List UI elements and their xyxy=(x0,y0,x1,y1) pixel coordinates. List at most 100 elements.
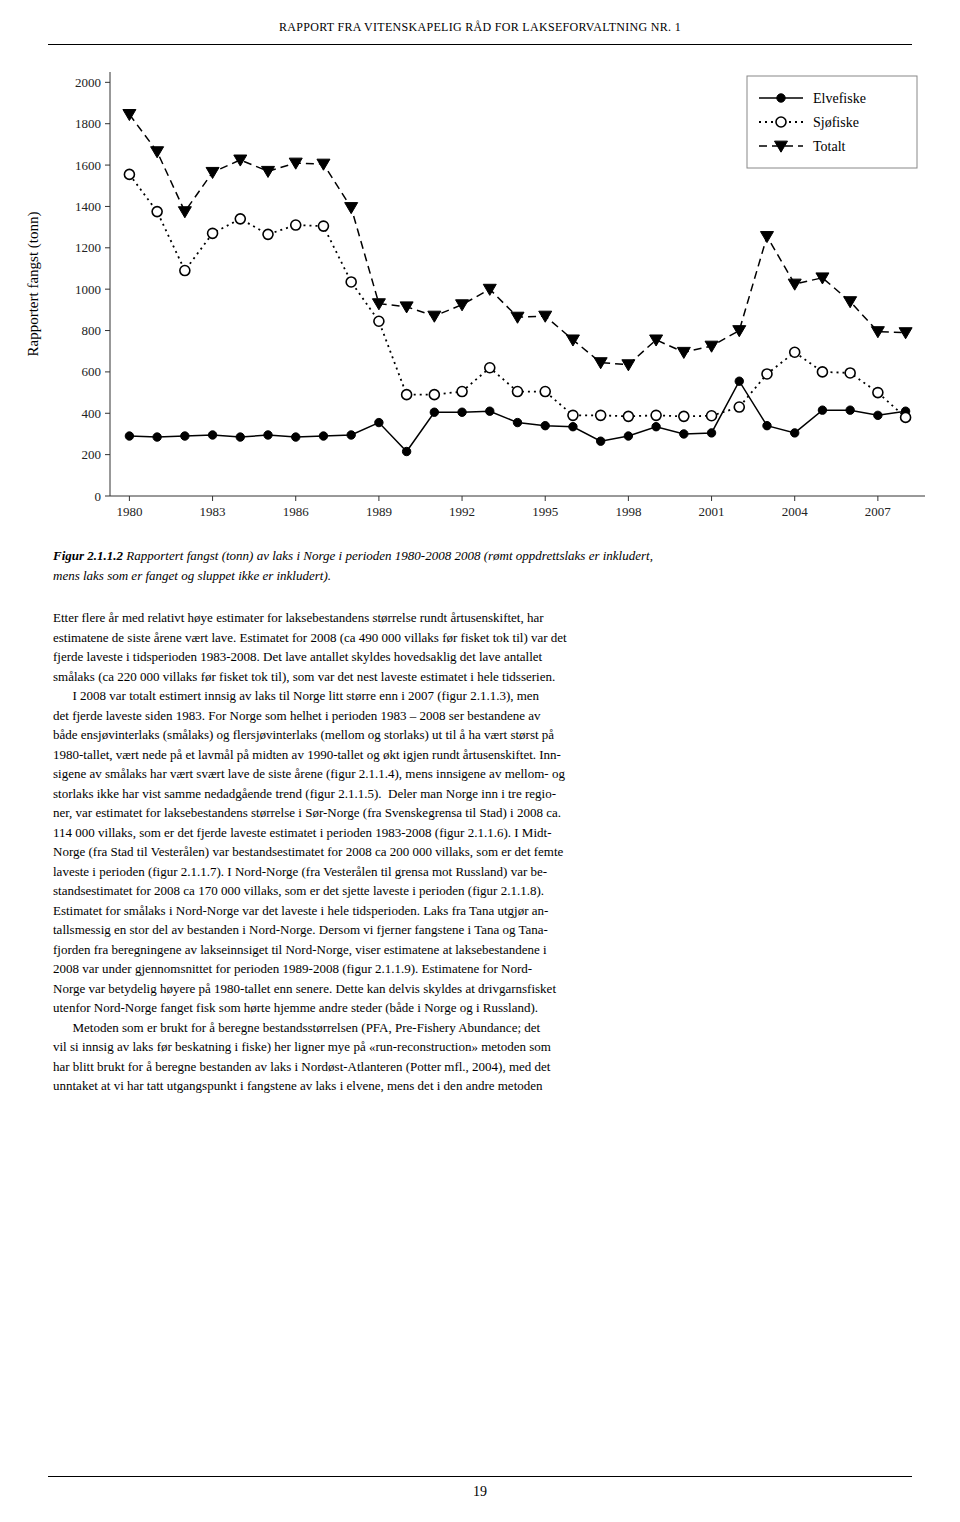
page-number: 19 xyxy=(0,1484,960,1500)
body-line: smålaks (ca 220 000 villaks før fisket t… xyxy=(53,669,933,685)
y-axis-line xyxy=(110,72,111,496)
data-point xyxy=(568,410,578,420)
legend-swatch-marker xyxy=(775,141,788,152)
y-tick-label: 1000 xyxy=(75,282,101,297)
y-tick-label: 1200 xyxy=(75,240,101,255)
data-point xyxy=(791,429,799,437)
x-tick-label: 1980 xyxy=(116,504,142,519)
y-tick-label: 400 xyxy=(82,406,102,421)
data-point xyxy=(206,167,219,178)
page: RAPPORT FRA VITENSKAPELIG RÅD FOR LAKSEF… xyxy=(0,0,960,1522)
x-tick-label: 2001 xyxy=(699,504,725,519)
data-point xyxy=(372,299,385,310)
data-point xyxy=(539,311,552,322)
x-tick-label: 1983 xyxy=(200,504,226,519)
data-point xyxy=(180,266,190,276)
data-point xyxy=(291,220,301,230)
data-point xyxy=(569,423,577,431)
data-point xyxy=(208,431,216,439)
body-line: fjerde laveste i tidsperioden 1983-2008.… xyxy=(53,649,933,665)
data-point xyxy=(375,418,383,426)
x-tick xyxy=(794,496,795,501)
data-point xyxy=(760,232,773,243)
data-point xyxy=(624,432,632,440)
page-title: RAPPORT FRA VITENSKAPELIG RÅD FOR LAKSEF… xyxy=(0,20,960,35)
data-point xyxy=(817,367,827,377)
footer-rule xyxy=(48,1476,912,1477)
data-point xyxy=(733,326,746,337)
header-rule xyxy=(48,44,912,45)
legend-swatch-marker xyxy=(776,117,786,127)
x-tick xyxy=(462,496,463,501)
x-tick-label: 1986 xyxy=(283,504,310,519)
x-tick xyxy=(129,496,130,501)
y-tick xyxy=(105,496,110,497)
y-tick-label: 2000 xyxy=(75,75,101,90)
data-point xyxy=(319,432,327,440)
data-point xyxy=(123,110,136,121)
data-point xyxy=(540,387,550,397)
data-point xyxy=(264,431,272,439)
data-point xyxy=(844,297,857,308)
body-line: ner, var estimatet for laksebestandens s… xyxy=(53,805,933,821)
data-point xyxy=(235,214,245,224)
data-point xyxy=(486,407,494,415)
data-point xyxy=(788,279,801,290)
x-tick xyxy=(628,496,629,501)
data-point xyxy=(374,316,384,326)
data-point xyxy=(677,347,690,358)
body-line: har blitt brukt for å beregne bestanden … xyxy=(53,1059,933,1075)
y-tick xyxy=(105,206,110,207)
data-point xyxy=(594,358,607,369)
data-point xyxy=(181,432,189,440)
caption-line: Rapportert fangst (tonn) av laks i Norge… xyxy=(126,548,653,563)
body-line: Norge (fra Stad til Vesterålen) var best… xyxy=(53,844,933,860)
y-tick-label: 1400 xyxy=(75,199,101,214)
data-point xyxy=(566,335,579,346)
legend: ElvefiskeSjøfiskeTotalt xyxy=(747,76,917,168)
data-point xyxy=(262,166,275,177)
data-point xyxy=(402,447,410,455)
body-line: både ensjøvinterlaks (smålaks) og flersj… xyxy=(53,727,933,743)
data-point xyxy=(899,328,912,339)
data-point xyxy=(623,411,633,421)
data-point xyxy=(208,228,218,238)
data-point xyxy=(873,388,883,398)
body-line: fjorden fra beregningene av lakseinnsige… xyxy=(53,942,933,958)
series-line xyxy=(129,174,905,417)
data-point xyxy=(705,341,718,352)
body-line: estimatene de siste årene vært lave. Est… xyxy=(53,630,933,646)
data-point xyxy=(845,368,855,378)
data-point xyxy=(317,159,330,170)
data-point xyxy=(790,347,800,357)
body-line: storlaks ikke har vist samme nedadgående… xyxy=(53,786,933,802)
data-point xyxy=(596,437,604,445)
data-point xyxy=(400,302,413,313)
y-tick xyxy=(105,330,110,331)
data-point xyxy=(483,284,496,295)
body-line: unntaket at vi har tatt utgangspunkt i f… xyxy=(53,1078,933,1094)
data-point xyxy=(485,363,495,373)
legend-label: Sjøfiske xyxy=(813,115,859,130)
data-point xyxy=(236,433,244,441)
body-line: sigene av smålaks har vært svært lave de… xyxy=(53,766,933,782)
data-point xyxy=(650,335,663,346)
data-point xyxy=(457,387,467,397)
data-point xyxy=(651,410,661,420)
y-tick xyxy=(105,123,110,124)
data-point xyxy=(901,412,911,422)
data-point xyxy=(596,410,606,420)
body-line: Norge var betydelig høyere på 1980-talle… xyxy=(53,981,933,997)
caption-line: mens laks som er fanget og sluppet ikke … xyxy=(53,568,933,584)
y-tick xyxy=(105,247,110,248)
caption-label: Figur 2.1.1.2 xyxy=(53,548,123,563)
body-line: utenfor Nord-Norge fanget fisk som hørte… xyxy=(53,1000,933,1016)
x-tick-label: 2004 xyxy=(782,504,809,519)
body-line: tallsmessig en stor del av bestanden i N… xyxy=(53,922,933,938)
x-tick xyxy=(711,496,712,501)
x-tick-label: 1989 xyxy=(366,504,392,519)
body-line: vil si innsig av laks før beskatning i f… xyxy=(53,1039,933,1055)
data-point xyxy=(292,433,300,441)
data-point xyxy=(430,408,438,416)
data-point xyxy=(652,423,660,431)
